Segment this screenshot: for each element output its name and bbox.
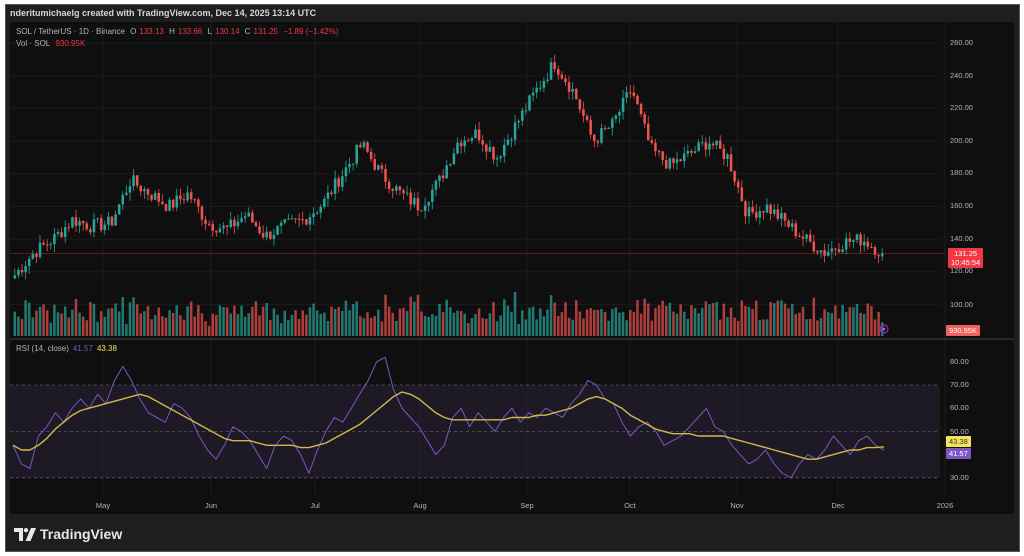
rsi-ma-value: 43.38 bbox=[96, 344, 117, 353]
time-tick: May bbox=[95, 501, 111, 510]
tradingview-logo[interactable]: TradingView bbox=[14, 526, 122, 542]
rsi-tick: 80.00 bbox=[950, 357, 969, 366]
low-value: 130.14 bbox=[215, 27, 240, 36]
high-value: 133.66 bbox=[177, 27, 203, 36]
time-tick: 2026 bbox=[936, 501, 954, 510]
change-value: −1.89 (−1.42%) bbox=[283, 27, 339, 36]
time-tick: Jun bbox=[204, 501, 218, 510]
volume-legend[interactable]: Vol · SOL 930.95K bbox=[16, 39, 88, 48]
price-tick: 240.00 bbox=[950, 71, 973, 80]
time-tick: Oct bbox=[624, 501, 636, 510]
price-tick: 100.00 bbox=[950, 300, 973, 309]
rsi-label: RSI (14, close) bbox=[16, 344, 69, 353]
tradingview-logo-icon bbox=[14, 527, 36, 541]
price-tick: 180.00 bbox=[950, 168, 973, 177]
close-value: 131.25 bbox=[253, 27, 278, 36]
rsi-value: 41.57 bbox=[72, 344, 93, 353]
credit-text: nderitumichaelg created with TradingView… bbox=[10, 8, 317, 18]
price-tick: 220.00 bbox=[950, 103, 973, 112]
rsi-tick: 30.00 bbox=[950, 473, 969, 482]
time-tick: Nov bbox=[730, 501, 744, 510]
time-tick: Sep bbox=[520, 501, 534, 510]
price-tick: 140.00 bbox=[950, 234, 973, 243]
pane-separator[interactable] bbox=[10, 338, 1014, 340]
price-tick: 260.00 bbox=[950, 38, 973, 47]
price-tick: 120.00 bbox=[950, 266, 973, 275]
footer-bar bbox=[10, 514, 1014, 550]
price-tick: 160.00 bbox=[950, 201, 973, 210]
time-tick: Dec bbox=[831, 501, 845, 510]
last-price-badge: 131.25 10:45:54 bbox=[948, 248, 984, 268]
rsi-tick: 70.00 bbox=[950, 380, 969, 389]
price-tick: 200.00 bbox=[950, 136, 973, 145]
rsi-tick: 60.00 bbox=[950, 403, 969, 412]
rsi-tick: 50.00 bbox=[950, 427, 969, 436]
brand-name: TradingView bbox=[40, 526, 123, 542]
rsi-ma-badge: 43.38 bbox=[946, 436, 971, 447]
time-tick: Jul bbox=[310, 501, 320, 510]
rsi-badge: 41.57 bbox=[946, 448, 971, 459]
symbol-title[interactable]: SOL / TetherUS · 1D · Binance bbox=[16, 27, 125, 36]
volume-label: Vol · SOL bbox=[16, 39, 51, 48]
rsi-legend[interactable]: RSI (14, close) 41.57 43.38 bbox=[16, 344, 117, 353]
volume-badge: 930.95K bbox=[946, 325, 980, 336]
volume-value: 930.95K bbox=[55, 39, 86, 48]
open-value: 133.13 bbox=[139, 27, 164, 36]
time-tick: Aug bbox=[413, 501, 427, 510]
